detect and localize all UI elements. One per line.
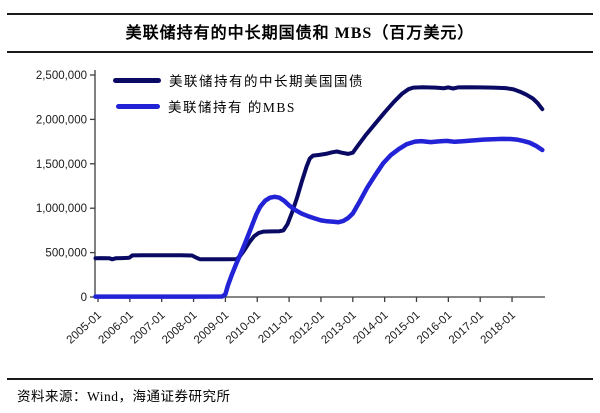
x-tick-label: 2015-01 <box>383 309 422 346</box>
treasury-line-swatch <box>113 77 161 83</box>
x-tick-label: 2009-01 <box>192 309 231 346</box>
mbs-line <box>93 136 545 299</box>
chart-title: 美联储持有的中长期国债和 MBS（百万美元） <box>125 25 475 42</box>
x-tick-label: 2008-01 <box>160 309 199 346</box>
x-tick-label: 2014-01 <box>351 309 390 346</box>
x-tick-label: 2010-01 <box>224 309 263 346</box>
legend-item-mbs: 美联储持有 的MBS <box>113 95 364 117</box>
x-tick-label: 2012-01 <box>288 309 327 346</box>
y-tick-label: 0 <box>81 292 87 304</box>
mbs-line-swatch <box>116 103 160 109</box>
x-tick-label: 2013-01 <box>319 309 358 346</box>
x-tick-label: 2017-01 <box>447 309 486 346</box>
legend-label-treasury: 美联储持有的中长期美国国债 <box>169 74 364 89</box>
x-tick-label: 2007-01 <box>128 309 167 346</box>
footer-rule <box>7 378 593 380</box>
x-tick-label: 2016-01 <box>415 309 454 346</box>
y-tick-label: 1,500,000 <box>36 159 87 171</box>
title-bottom-rule <box>7 51 593 53</box>
y-tick-label: 2,000,000 <box>36 114 87 126</box>
y-tick-label: 1,000,000 <box>36 203 87 215</box>
legend-item-treasury: 美联储持有的中长期美国国债 <box>113 69 364 91</box>
x-tick-label: 2005-01 <box>65 309 104 346</box>
legend: 美联储持有的中长期美国国债 美联储持有 的MBS <box>113 69 364 121</box>
title-top-rule <box>7 13 593 15</box>
y-tick-label: 2,500,000 <box>36 70 87 82</box>
x-tick-label: 2018-01 <box>479 309 518 346</box>
legend-label-mbs: 美联储持有 的MBS <box>168 100 296 115</box>
y-tick-label: 500,000 <box>45 248 87 260</box>
source-note: 资料来源：Wind，海通证券研究所 <box>17 389 231 404</box>
treasury-line <box>93 85 545 262</box>
x-tick-label: 2006-01 <box>96 309 135 346</box>
